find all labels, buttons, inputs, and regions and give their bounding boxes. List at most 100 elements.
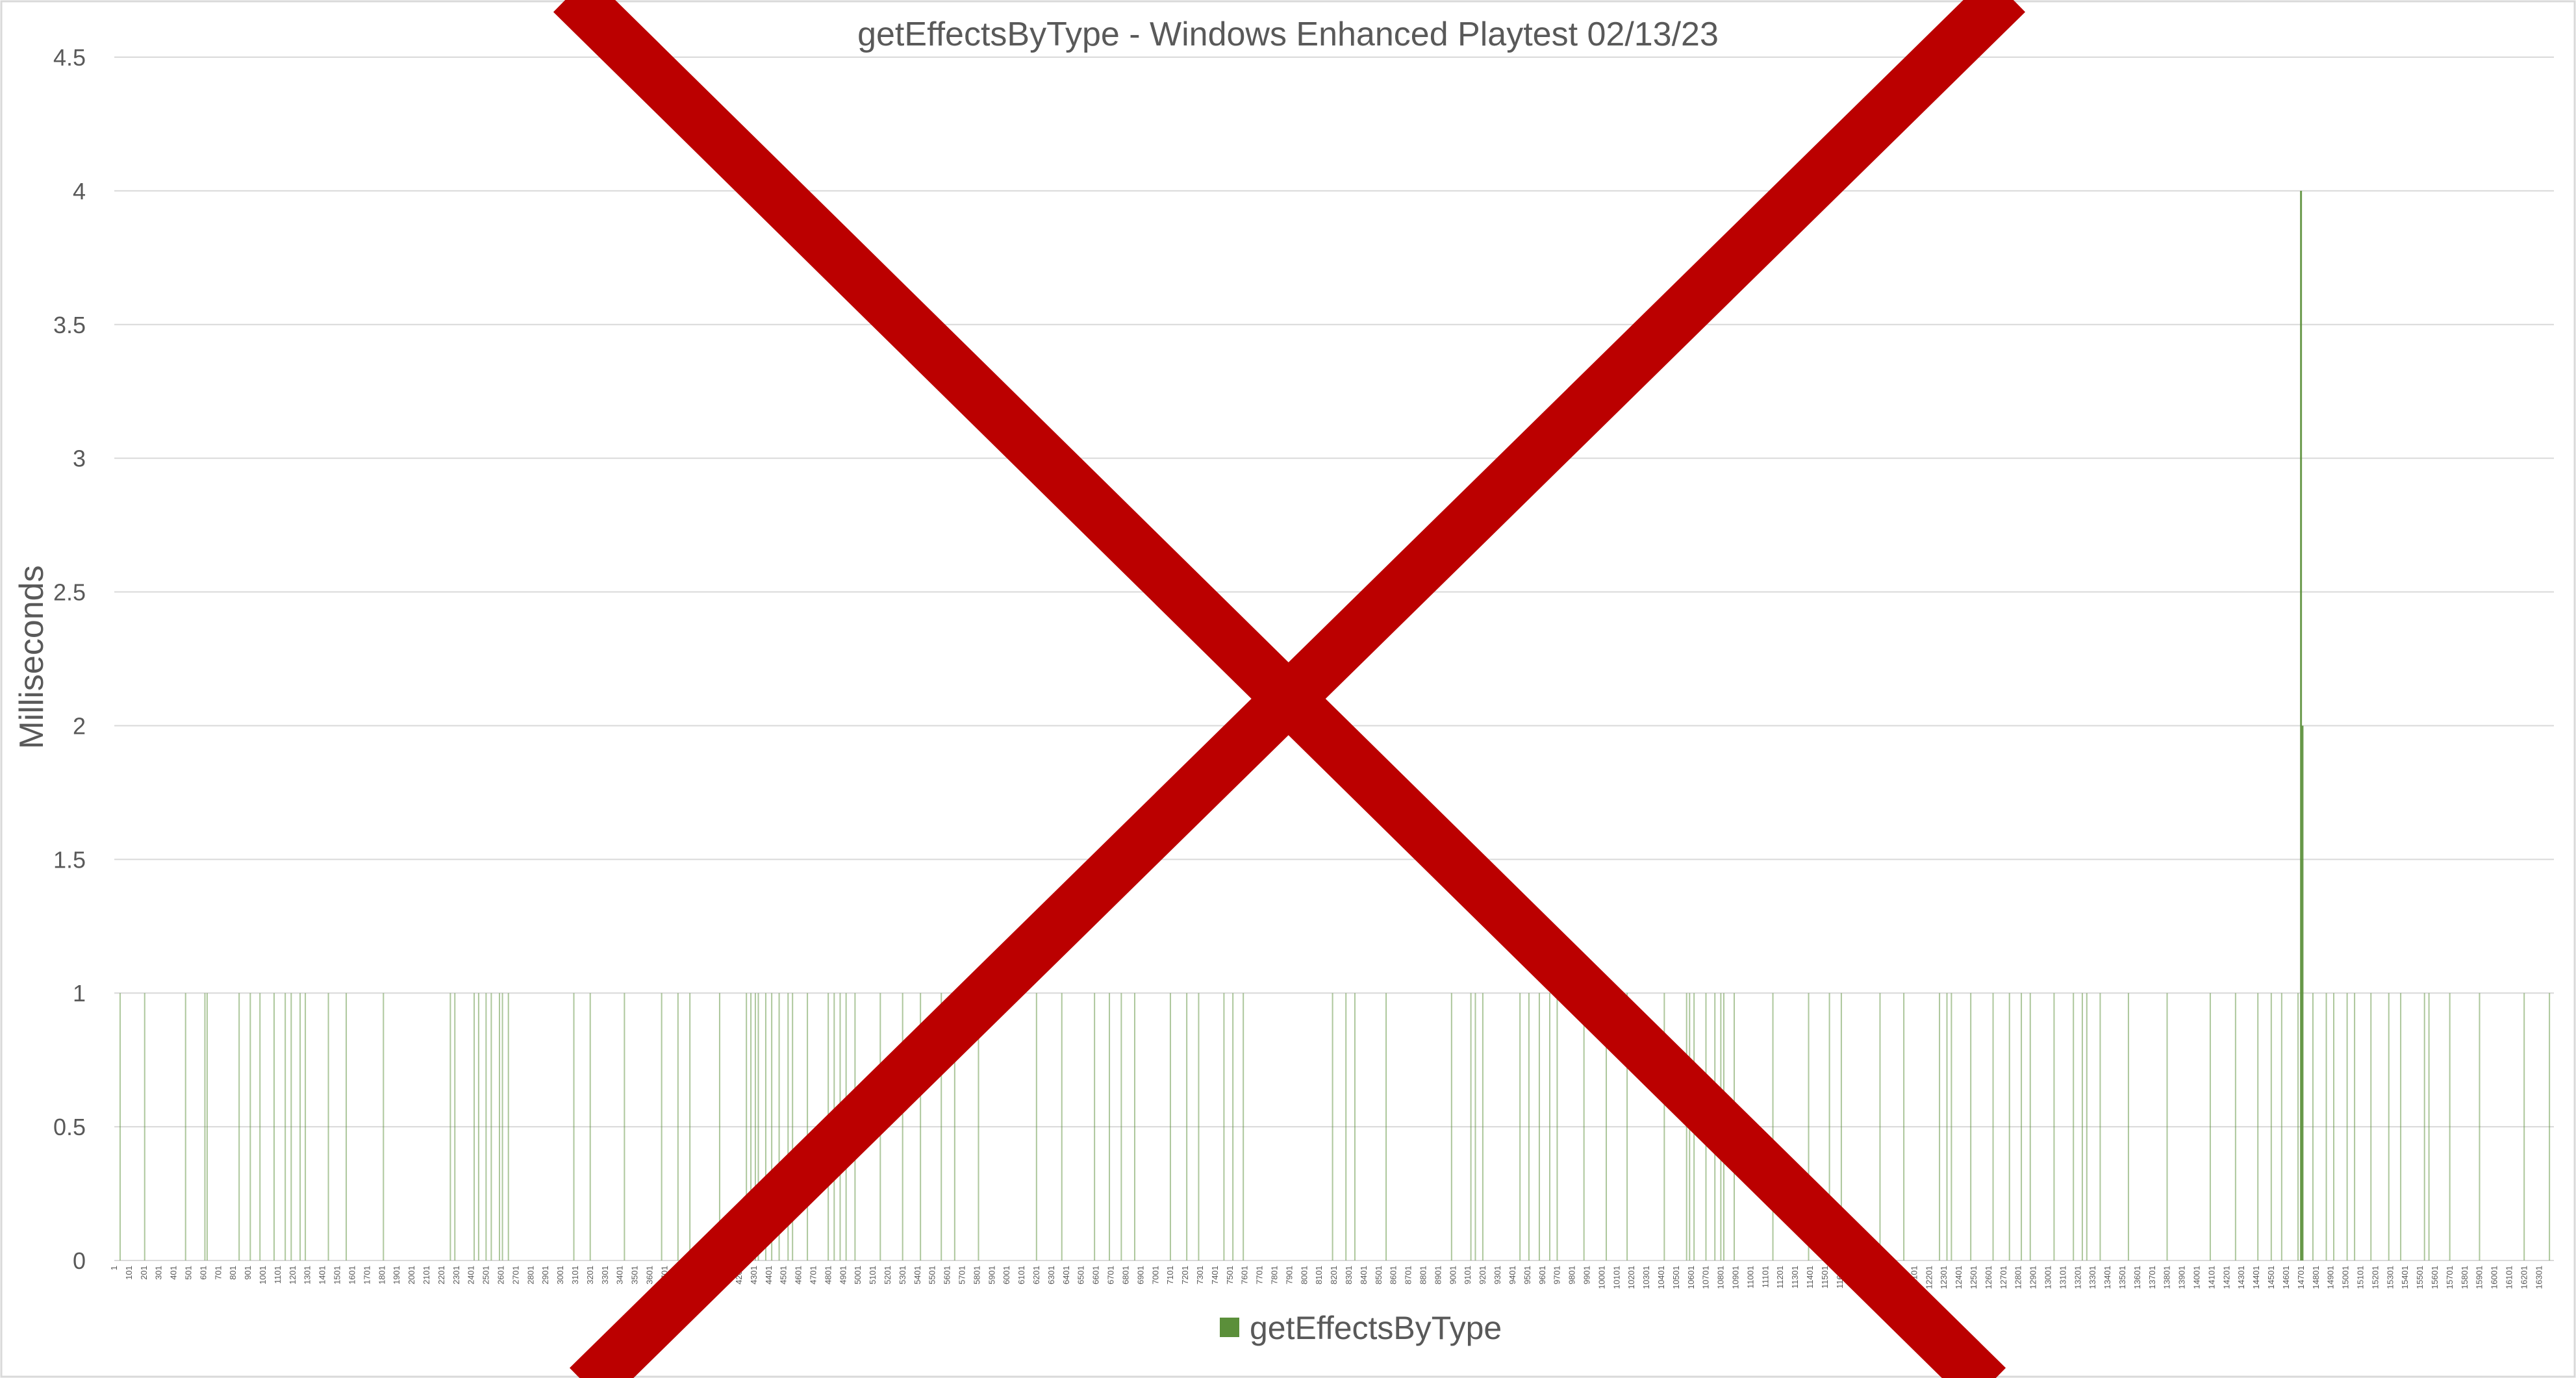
x-tick-label: 8101 xyxy=(1314,1266,1324,1284)
y-tick-label: 2.5 xyxy=(53,579,86,606)
x-tick-label: 10001 xyxy=(1597,1266,1606,1289)
x-axis-tick-labels: 1 101 201 301 401 501 601 701 801 901 1001 1101 1201… xyxy=(109,1266,2544,1289)
x-tick-label: 1 xyxy=(109,1266,119,1270)
x-tick-label: 7401 xyxy=(1210,1266,1220,1284)
x-tick-label: 13301 xyxy=(2088,1266,2097,1289)
x-tick-label: 9301 xyxy=(1493,1266,1502,1284)
x-tick-label: 13101 xyxy=(2058,1266,2067,1289)
x-tick-label: 15401 xyxy=(2400,1266,2410,1289)
x-tick-label: 1001 xyxy=(258,1266,268,1284)
data-series-bars xyxy=(119,190,2551,1260)
y-tick-label: 0 xyxy=(73,1247,86,1274)
x-tick-label: 3401 xyxy=(615,1266,625,1284)
x-tick-label: 10501 xyxy=(1671,1266,1681,1289)
x-tick-label: 14701 xyxy=(2296,1266,2306,1289)
x-tick-label: 6201 xyxy=(1031,1266,1041,1284)
y-tick-label: 4.5 xyxy=(53,44,86,71)
x-tick-label: 4301 xyxy=(749,1266,759,1284)
x-tick-label: 12201 xyxy=(1924,1266,1934,1289)
x-tick-label: 15801 xyxy=(2460,1266,2469,1289)
y-tick-label: 4 xyxy=(73,178,86,205)
y-tick-label: 1.5 xyxy=(53,846,86,873)
x-tick-label: 1301 xyxy=(303,1266,312,1284)
x-tick-label: 8601 xyxy=(1389,1266,1398,1284)
red-cross-overlay xyxy=(553,0,2026,1378)
x-tick-label: 2201 xyxy=(436,1266,446,1284)
x-tick-label: 5501 xyxy=(928,1266,937,1284)
x-tick-label: 6101 xyxy=(1017,1266,1026,1284)
x-tick-label: 9001 xyxy=(1448,1266,1458,1284)
x-tick-label: 4701 xyxy=(808,1266,818,1284)
x-tick-label: 14501 xyxy=(2266,1266,2276,1289)
x-tick-label: 1101 xyxy=(273,1266,283,1284)
x-tick-label: 13801 xyxy=(2162,1266,2172,1289)
x-tick-label: 3201 xyxy=(585,1266,595,1284)
x-tick-label: 5701 xyxy=(957,1266,967,1284)
x-tick-label: 8701 xyxy=(1404,1266,1413,1284)
x-tick-label: 10601 xyxy=(1686,1266,1696,1289)
x-tick-label: 3001 xyxy=(555,1266,565,1284)
x-tick-label: 15901 xyxy=(2475,1266,2484,1289)
x-tick-label: 8501 xyxy=(1374,1266,1383,1284)
x-tick-label: 201 xyxy=(139,1266,149,1280)
x-tick-label: 8901 xyxy=(1433,1266,1443,1284)
x-tick-label: 4401 xyxy=(764,1266,774,1284)
x-tick-label: 8301 xyxy=(1344,1266,1354,1284)
x-tick-label: 10901 xyxy=(1731,1266,1741,1289)
x-tick-label: 6001 xyxy=(1002,1266,1011,1284)
x-tick-label: 9201 xyxy=(1478,1266,1487,1284)
x-tick-label: 15101 xyxy=(2355,1266,2365,1289)
cross-stroke-right xyxy=(569,0,2026,1378)
chart-title: getEffectsByType - Windows Enhanced Play… xyxy=(857,16,1719,53)
legend-label: getEffectsByType xyxy=(1250,1310,1502,1346)
x-tick-label: 301 xyxy=(154,1266,164,1280)
x-tick-label: 12901 xyxy=(2028,1266,2038,1289)
legend-swatch xyxy=(1220,1318,1239,1337)
y-tick-label: 0.5 xyxy=(53,1114,86,1140)
x-tick-label: 7901 xyxy=(1284,1266,1294,1284)
x-tick-label: 11401 xyxy=(1805,1266,1815,1288)
x-tick-label: 801 xyxy=(228,1266,238,1280)
y-tick-label: 3 xyxy=(73,445,86,472)
x-tick-label: 9901 xyxy=(1582,1266,1591,1284)
x-tick-label: 101 xyxy=(124,1266,134,1280)
x-tick-label: 11301 xyxy=(1790,1266,1800,1288)
y-tick-label: 2 xyxy=(73,712,86,739)
x-tick-label: 10401 xyxy=(1656,1266,1666,1289)
x-tick-label: 7201 xyxy=(1180,1266,1190,1284)
x-tick-label: 11201 xyxy=(1775,1266,1785,1288)
x-tick-label: 13701 xyxy=(2147,1266,2157,1289)
x-tick-label: 5201 xyxy=(883,1266,892,1284)
x-tick-label: 2001 xyxy=(407,1266,416,1284)
x-tick-label: 4501 xyxy=(779,1266,789,1284)
x-tick-label: 16001 xyxy=(2490,1266,2499,1289)
x-tick-label: 14101 xyxy=(2206,1266,2216,1289)
legend[interactable]: getEffectsByType xyxy=(1220,1310,1502,1346)
x-tick-label: 9801 xyxy=(1567,1266,1577,1284)
x-tick-label: 10101 xyxy=(1611,1266,1621,1289)
x-tick-label: 14401 xyxy=(2251,1266,2261,1289)
x-tick-label: 5601 xyxy=(942,1266,952,1284)
x-tick-label: 901 xyxy=(243,1266,253,1280)
x-tick-label: 7101 xyxy=(1165,1266,1175,1284)
x-tick-label: 11501 xyxy=(1820,1266,1830,1288)
x-tick-label: 2701 xyxy=(511,1266,520,1284)
x-tick-label: 15701 xyxy=(2445,1266,2455,1289)
x-tick-label: 601 xyxy=(198,1266,208,1280)
y-tick-label: 1 xyxy=(73,980,86,1007)
x-tick-label: 1801 xyxy=(377,1266,386,1284)
x-tick-label: 4601 xyxy=(794,1266,803,1284)
x-tick-label: 6601 xyxy=(1091,1266,1101,1284)
x-tick-label: 13001 xyxy=(2043,1266,2052,1289)
x-tick-label: 2501 xyxy=(481,1266,491,1284)
x-tick-label: 12601 xyxy=(1984,1266,1993,1289)
x-tick-label: 7601 xyxy=(1240,1266,1250,1284)
x-tick-label: 15601 xyxy=(2430,1266,2440,1289)
x-tick-label: 12501 xyxy=(1969,1266,1978,1289)
x-tick-label: 10801 xyxy=(1716,1266,1726,1289)
x-tick-label: 8801 xyxy=(1419,1266,1428,1284)
x-tick-label: 8401 xyxy=(1359,1266,1369,1284)
x-tick-label: 14601 xyxy=(2281,1266,2291,1289)
